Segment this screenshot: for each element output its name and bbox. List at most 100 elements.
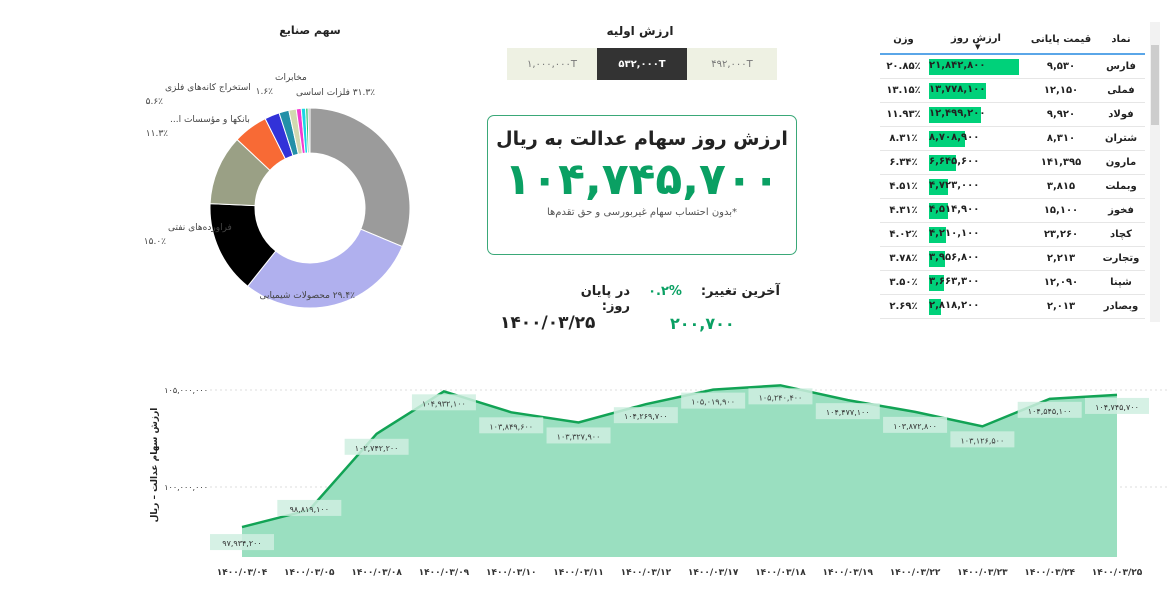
table-row[interactable]: شتران ۸,۳۱۰ ۸,۷۰۸,۹۰۰ ۸.۳۱٪ xyxy=(880,127,1145,151)
day-value-bar xyxy=(929,274,945,291)
table-row[interactable]: مارون ۱۴۱,۳۹۵ ۶,۶۴۵,۶۰۰ ۶.۳۴٪ xyxy=(880,151,1145,175)
value-card: ارزش روز سهام عدالت به ریال ۱۰۴,۷۴۵,۷۰۰ … xyxy=(487,115,797,255)
table-row[interactable]: وبملت ۳,۸۱۵ ۴,۷۲۳,۰۰۰ ۴.۵۱٪ xyxy=(880,175,1145,199)
slice-label: بانکها و مؤسسات ا... xyxy=(170,115,250,125)
table-row[interactable]: فخوز ۱۵,۱۰۰ ۴,۵۱۴,۹۰۰ ۴.۳۱٪ xyxy=(880,199,1145,223)
symbol-cell: فولاد xyxy=(1108,109,1134,120)
table-row[interactable]: کچاد ۲۳,۲۶۰ ۴,۲۱۰,۱۰۰ ۴.۰۲٪ xyxy=(880,223,1145,247)
day-value-bar xyxy=(929,178,949,195)
header-day-value[interactable]: ارزش روز ▼ xyxy=(951,33,1001,51)
weight-cell: ۴.۵۱٪ xyxy=(889,181,918,192)
initial-option-532[interactable]: ۵۳۲,۰۰۰T xyxy=(597,48,687,80)
donut-slice[interactable] xyxy=(307,107,311,154)
donut-slice[interactable] xyxy=(309,107,411,248)
initial-option-492[interactable]: ۴۹۲,۰۰۰T xyxy=(687,48,777,80)
symbol-cell: کچاد xyxy=(1110,229,1132,240)
x-tick-label: ۱۴۰۰/۰۳/۱۸ xyxy=(755,568,806,578)
donut-slice[interactable] xyxy=(247,228,403,309)
weight-cell: ۴.۰۲٪ xyxy=(889,229,918,240)
x-tick-label: ۱۴۰۰/۰۳/۱۰ xyxy=(486,568,537,578)
table-row[interactable]: فولاد ۹,۹۲۰ ۱۲,۴۹۹,۲۰۰ ۱۱.۹۳٪ xyxy=(880,103,1145,127)
slice-label: استخراج کانه‌های فلزی xyxy=(165,83,251,93)
data-label: ۹۸,۸۱۹,۱۰۰ xyxy=(290,505,329,514)
x-tick-label: ۱۴۰۰/۰۳/۲۲ xyxy=(890,568,941,578)
data-label: ۱۰۳,۳۲۷,۹۰۰ xyxy=(557,432,601,441)
weight-cell: ۱۳.۱۵٪ xyxy=(886,85,921,96)
x-tick-label: ۱۴۰۰/۰۳/۱۹ xyxy=(823,568,874,578)
table-scrollbar[interactable] xyxy=(1150,22,1160,322)
area-fill xyxy=(242,385,1117,557)
table-row[interactable]: شپنا ۱۲,۰۹۰ ۳,۶۶۳,۳۰۰ ۳.۵۰٪ xyxy=(880,271,1145,295)
x-tick-label: ۱۴۰۰/۰۳/۲۳ xyxy=(957,568,1008,578)
y-tick-label: ۱۰۰,۰۰۰,۰۰۰ xyxy=(164,483,208,492)
data-label-bg xyxy=(883,416,948,433)
day-value-bar xyxy=(929,226,947,243)
initial-option-1000[interactable]: ۱,۰۰۰,۰۰۰T xyxy=(507,48,597,80)
table-row[interactable]: فملی ۱۲,۱۵۰ ۱۳,۷۷۸,۱۰۰ ۱۳.۱۵٪ xyxy=(880,79,1145,103)
day-value-bar xyxy=(929,202,948,219)
day-value-cell: ۴,۵۱۴,۹۰۰ xyxy=(927,201,1025,221)
data-label: ۱۰۴,۴۷۷,۱۰۰ xyxy=(826,408,870,417)
weight-cell: ۸.۳۱٪ xyxy=(889,133,918,144)
slice-percent: ۵.۶٪ xyxy=(146,97,164,107)
close-price-cell: ۲,۰۱۳ xyxy=(1046,301,1076,312)
slice-label: مخابرات xyxy=(275,73,307,83)
day-value-cell: ۱۲,۴۹۹,۲۰۰ xyxy=(927,105,1025,125)
day-value-text: ۳,۹۵۶,۸۰۰ xyxy=(929,251,980,263)
slice-percent: ۱.۶٪ xyxy=(256,87,274,97)
data-label: ۱۰۵,۰۱۹,۹۰۰ xyxy=(691,398,735,407)
symbol-cell: فملی xyxy=(1107,85,1135,96)
data-label: ۹۷,۹۳۴,۲۰۰ xyxy=(222,539,261,548)
day-value-cell: ۲۱,۸۴۲,۸۰۰ xyxy=(927,57,1025,77)
table-scrollbar-thumb[interactable] xyxy=(1151,45,1159,125)
industry-donut-chart: ۳۱.۳٪ فلزات اساسی ۲۹.۴٪ محصولات شیمیایی فر… xyxy=(144,73,411,309)
day-value-text: ۱۲,۴۹۹,۲۰۰ xyxy=(929,107,986,119)
sort-desc-icon: ▼ xyxy=(975,43,981,51)
close-price-cell: ۳,۸۱۵ xyxy=(1046,181,1076,192)
close-price-cell: ۲۳,۲۶۰ xyxy=(1043,229,1079,240)
header-close-price[interactable]: قیمت پایانی xyxy=(1030,33,1092,45)
weight-cell: ۴.۳۱٪ xyxy=(889,205,918,216)
x-tick-label: ۱۴۰۰/۰۳/۲۵ xyxy=(1092,568,1143,578)
data-label-bg xyxy=(546,427,611,444)
x-tick-label: ۱۴۰۰/۰۳/۰۴ xyxy=(217,568,268,578)
data-label: ۱۰۲,۷۴۲,۲۰۰ xyxy=(355,444,399,453)
day-value-cell: ۶,۶۴۵,۶۰۰ xyxy=(927,153,1025,173)
data-label-bg xyxy=(815,403,880,420)
day-value-cell: ۲,۸۱۸,۲۰۰ xyxy=(927,297,1025,317)
header-weight[interactable]: وزن xyxy=(893,33,914,45)
data-label: ۱۰۳,۸۴۹,۶۰۰ xyxy=(489,422,533,431)
data-label-bg xyxy=(344,438,409,455)
data-label-bg xyxy=(1085,397,1149,414)
symbol-cell: فخوز xyxy=(1108,205,1134,216)
header-symbol[interactable]: نماد xyxy=(1111,33,1131,45)
day-value-text: ۶,۶۴۵,۶۰۰ xyxy=(929,155,980,167)
initial-value-title: ارزش اولیه xyxy=(606,24,674,38)
data-label-bg xyxy=(613,407,678,424)
day-value-bar xyxy=(929,58,1019,75)
slice-percent: ۱۱.۳٪ xyxy=(146,129,168,139)
data-label-bg xyxy=(277,499,342,516)
x-tick-label: ۱۴۰۰/۰۳/۲۴ xyxy=(1024,568,1075,578)
data-label: ۱۰۴,۲۶۹,۷۰۰ xyxy=(624,412,668,421)
weight-cell: ۲.۶۹٪ xyxy=(889,301,918,312)
initial-value-selector[interactable]: ۴۹۲,۰۰۰T ۵۳۲,۰۰۰T ۱,۰۰۰,۰۰۰T xyxy=(507,48,777,80)
last-change-value: ۲۰۰,۷۰۰ xyxy=(670,314,735,333)
x-tick-label: ۱۴۰۰/۰۳/۱۲ xyxy=(621,568,672,578)
holdings-table: نماد قیمت پایانی ارزش روز ▼ وزن فارس ۹,۵۳۰… xyxy=(880,25,1145,319)
close-price-cell: ۱۲,۱۵۰ xyxy=(1043,85,1079,96)
table-row[interactable]: وبصادر ۲,۰۱۳ ۲,۸۱۸,۲۰۰ ۲.۶۹٪ xyxy=(880,295,1145,319)
table-row[interactable]: وتجارت ۲,۲۱۳ ۳,۹۵۶,۸۰۰ ۳.۷۸٪ xyxy=(880,247,1145,271)
slice-percent: ۱۵.۰٪ xyxy=(144,237,166,247)
series-line xyxy=(241,384,1118,529)
table-row[interactable]: فارس ۹,۵۳۰ ۲۱,۸۴۲,۸۰۰ ۲۰.۸۵٪ xyxy=(880,55,1145,79)
weight-cell: ۳.۵۰٪ xyxy=(889,277,918,288)
day-value-cell: ۸,۷۰۸,۹۰۰ xyxy=(927,129,1025,149)
data-label-bg xyxy=(681,392,746,409)
weight-cell: ۱۱.۹۳٪ xyxy=(886,109,921,120)
symbol-cell: وبصادر xyxy=(1103,301,1139,312)
data-label: ۱۰۴,۷۴۵,۷۰۰ xyxy=(1095,403,1139,412)
x-tick-label: ۱۴۰۰/۰۳/۰۸ xyxy=(351,568,402,578)
day-value-bar xyxy=(929,82,986,99)
symbol-cell: وبملت xyxy=(1105,181,1137,192)
